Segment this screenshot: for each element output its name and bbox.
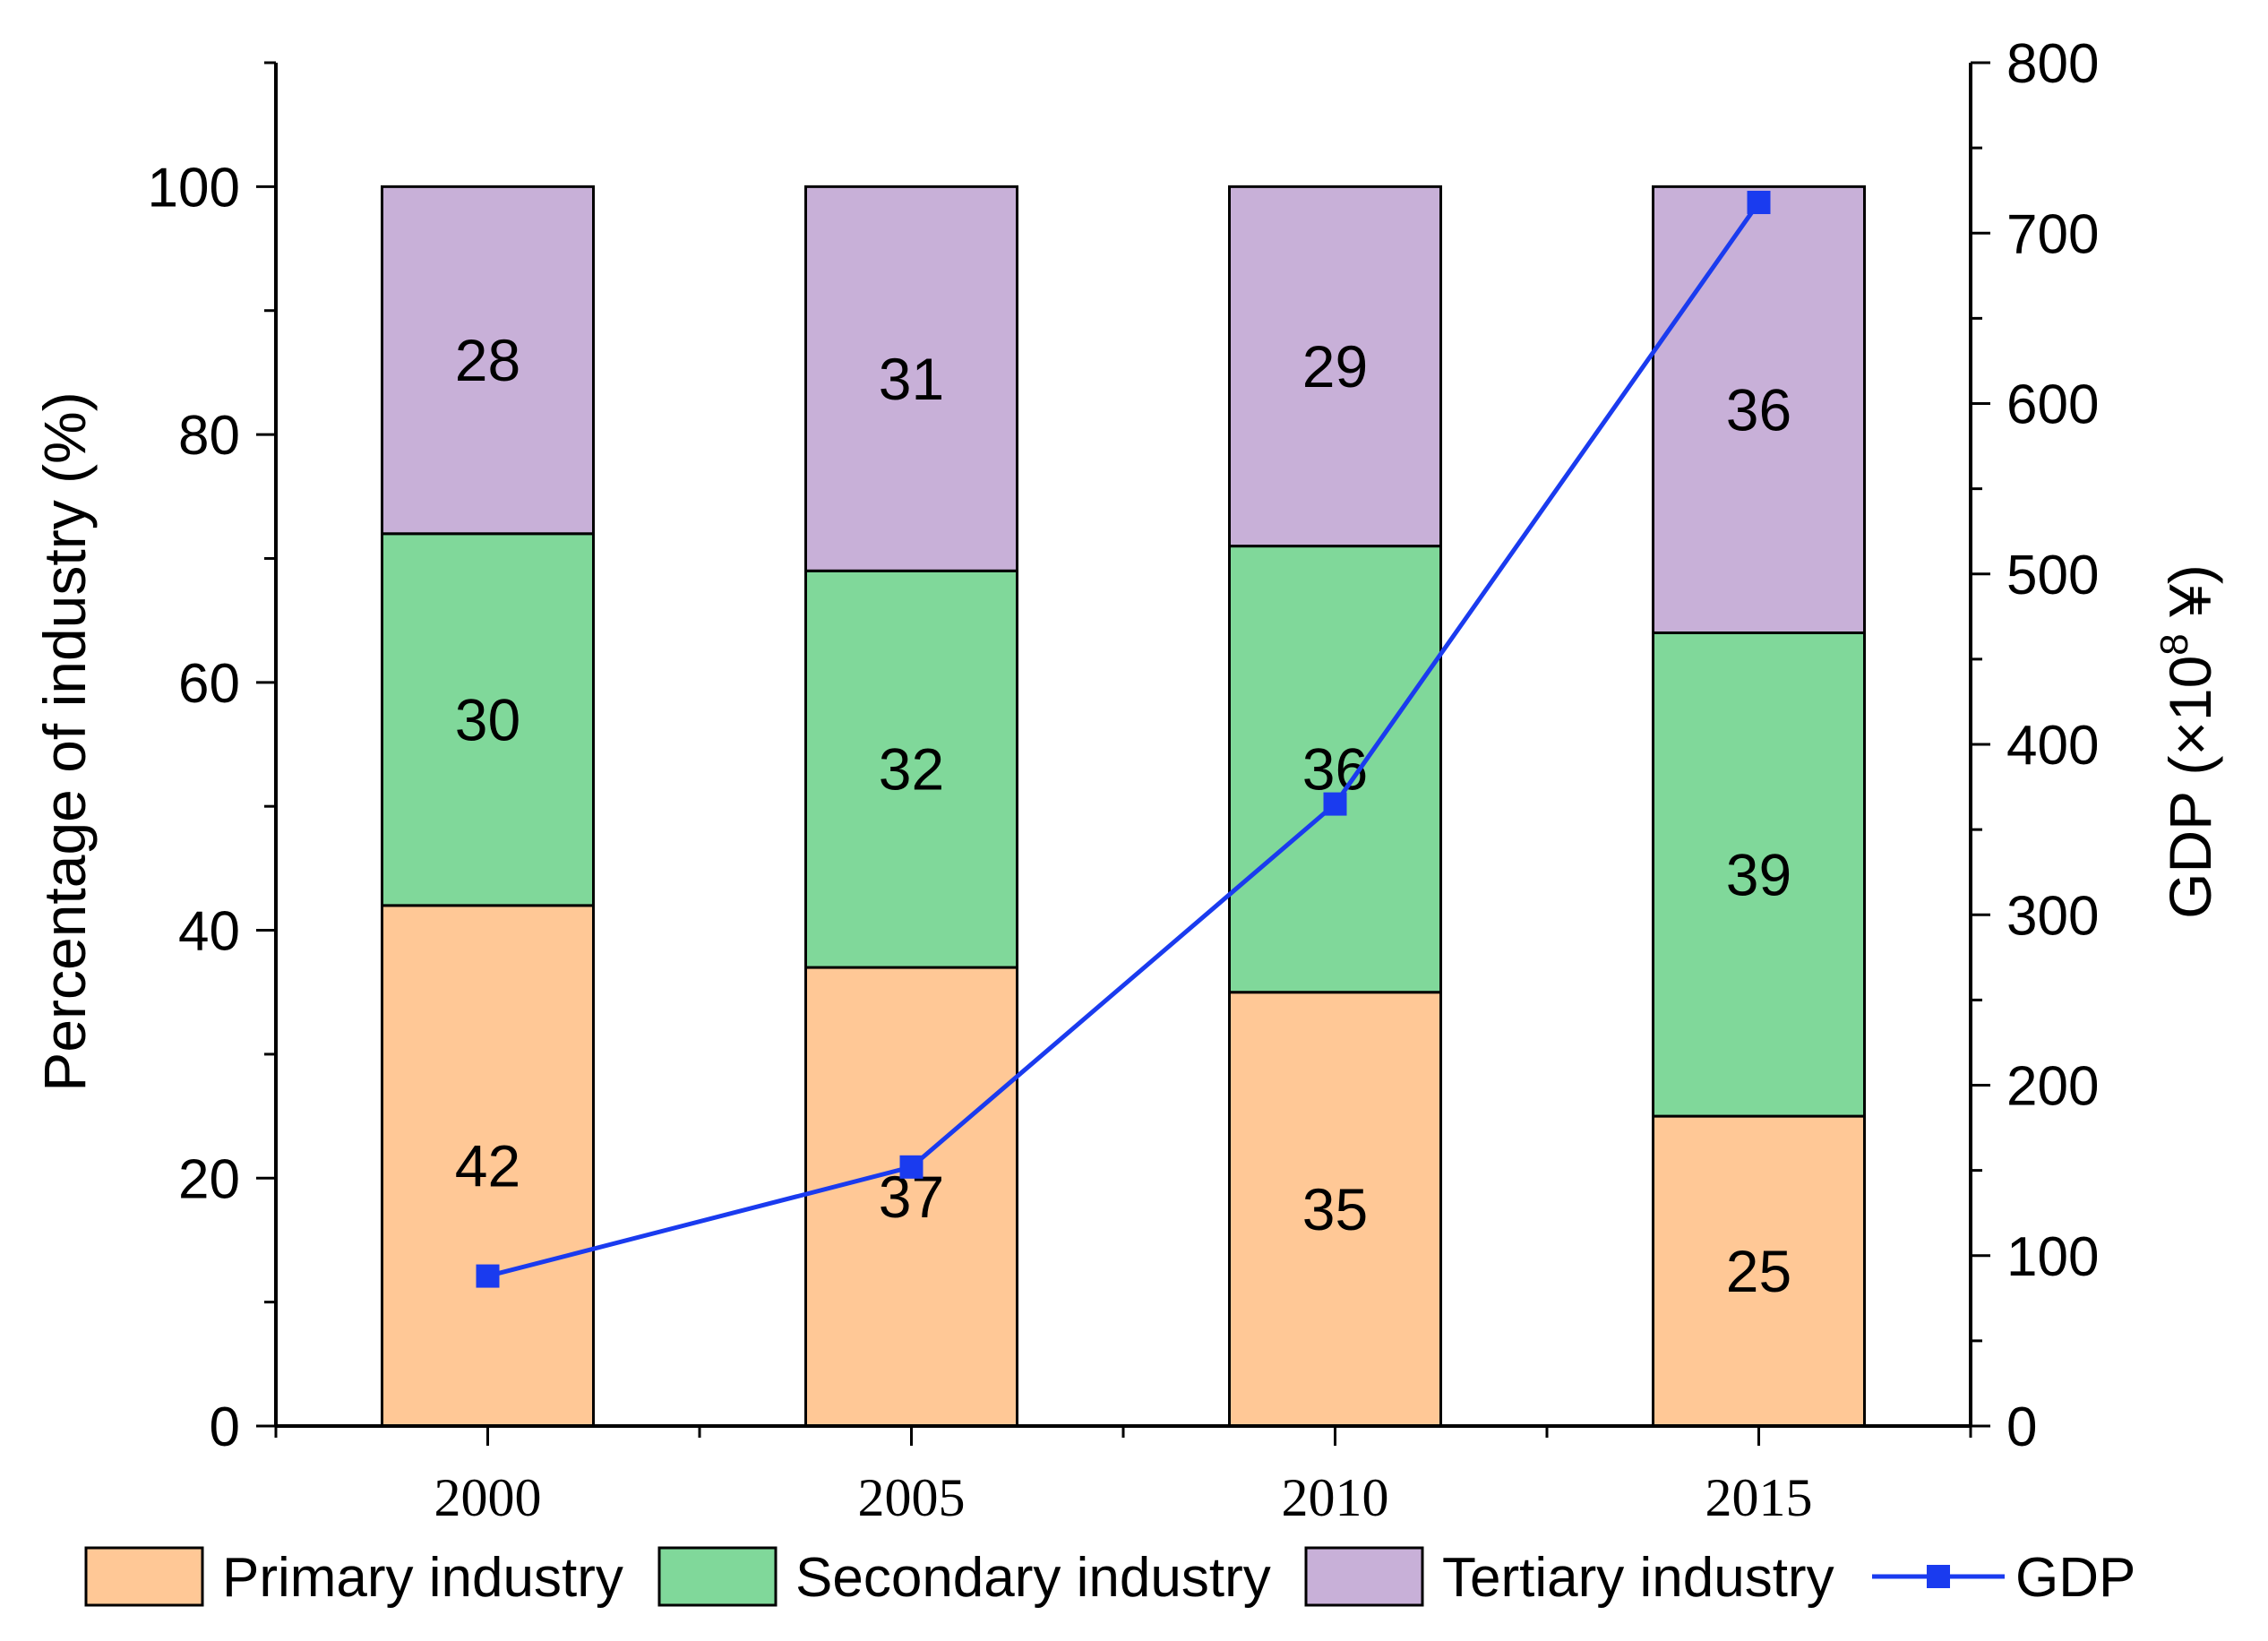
bar-tertiary-industry-2015 bbox=[1652, 185, 1866, 634]
y2-tick-label: 600 bbox=[2006, 374, 2099, 436]
bar-value-label: 25 bbox=[1726, 1238, 1791, 1304]
legend-label: GDP bbox=[2015, 1547, 2135, 1609]
bar-primary-industry-2015 bbox=[1652, 1114, 1866, 1428]
y2-axis-label-unit: ¥) bbox=[2157, 564, 2223, 633]
bars-layer bbox=[381, 185, 1866, 1428]
legend-gdp-marker bbox=[1927, 1565, 1950, 1588]
gdp-line bbox=[486, 201, 1761, 1279]
legend-label: Secondary industry bbox=[795, 1547, 1271, 1609]
legend-swatch-tertiary-industry bbox=[1304, 1546, 1424, 1607]
bar-secondary-industry-2000 bbox=[381, 532, 595, 907]
y2-tick-label: 400 bbox=[2006, 715, 2099, 777]
legend-label: Tertiary industry bbox=[1442, 1547, 1834, 1609]
gdp-marker bbox=[1747, 191, 1771, 215]
axes-layer: 0 20 40 60 80 100 0 100 200 300 400 500 600 700 800 200… bbox=[148, 33, 2100, 1527]
bar-tertiary-industry-2010 bbox=[1228, 185, 1442, 548]
bar-secondary-industry-2015 bbox=[1652, 631, 1866, 1118]
y-tick-label: 80 bbox=[178, 405, 240, 467]
y2-axis-label-text: GDP (×10 bbox=[2157, 656, 2223, 919]
x-tick-label: 2010 bbox=[1282, 1468, 1389, 1527]
bar-value-label: 42 bbox=[455, 1132, 520, 1199]
y2-tick-label: 700 bbox=[2006, 203, 2099, 265]
gdp-line-layer bbox=[476, 191, 1771, 1288]
bar-value-label: 32 bbox=[879, 736, 944, 803]
y2-axis-label-superscript: 8 bbox=[2152, 633, 2196, 655]
x-tick-label: 2005 bbox=[858, 1468, 966, 1527]
bar-primary-industry-2005 bbox=[804, 966, 1018, 1428]
legend-swatch-secondary-industry bbox=[657, 1546, 777, 1607]
bar-value-label: 28 bbox=[455, 327, 520, 393]
y-axis-label: Percentage of industry (%) bbox=[31, 391, 98, 1091]
legend-swatch-primary-industry bbox=[84, 1546, 204, 1607]
y2-tick-label: 300 bbox=[2006, 885, 2099, 947]
y2-tick-label: 100 bbox=[2006, 1226, 2099, 1288]
y-tick-label: 60 bbox=[178, 653, 240, 715]
bar-value-label: 29 bbox=[1302, 333, 1368, 400]
y2-axis-label: GDP (×108 ¥) bbox=[2152, 564, 2223, 919]
bar-value-label: 39 bbox=[1726, 841, 1791, 907]
bar-secondary-industry-2010 bbox=[1228, 545, 1442, 994]
y2-tick-label: 500 bbox=[2006, 545, 2099, 606]
bar-value-label: 35 bbox=[1302, 1176, 1368, 1242]
y2-tick-label: 0 bbox=[2006, 1396, 2037, 1458]
y-tick-label: 40 bbox=[178, 901, 240, 963]
bar-tertiary-industry-2005 bbox=[804, 185, 1018, 572]
gdp-marker bbox=[476, 1264, 500, 1288]
bar-value-label: 30 bbox=[455, 686, 520, 752]
x-tick-label: 2015 bbox=[1705, 1468, 1813, 1527]
bar-value-label: 36 bbox=[1726, 376, 1791, 442]
gdp-marker bbox=[899, 1155, 924, 1179]
y2-tick-label: 800 bbox=[2006, 33, 2099, 95]
legend-label: Primary industry bbox=[222, 1547, 623, 1609]
y-tick-label: 100 bbox=[148, 157, 240, 219]
bar-secondary-industry-2005 bbox=[804, 569, 1018, 969]
bar-tertiary-industry-2000 bbox=[381, 185, 595, 536]
y2-tick-label: 200 bbox=[2006, 1056, 2099, 1118]
legend: Primary industry Secondary industry Tertia… bbox=[84, 1546, 2135, 1609]
bar-primary-industry-2000 bbox=[381, 904, 595, 1428]
y-tick-label: 0 bbox=[210, 1396, 240, 1458]
gdp-marker bbox=[1323, 792, 1347, 816]
x-tick-label: 2000 bbox=[434, 1468, 542, 1527]
bar-value-label: 31 bbox=[879, 346, 944, 412]
y-tick-label: 20 bbox=[178, 1148, 240, 1210]
